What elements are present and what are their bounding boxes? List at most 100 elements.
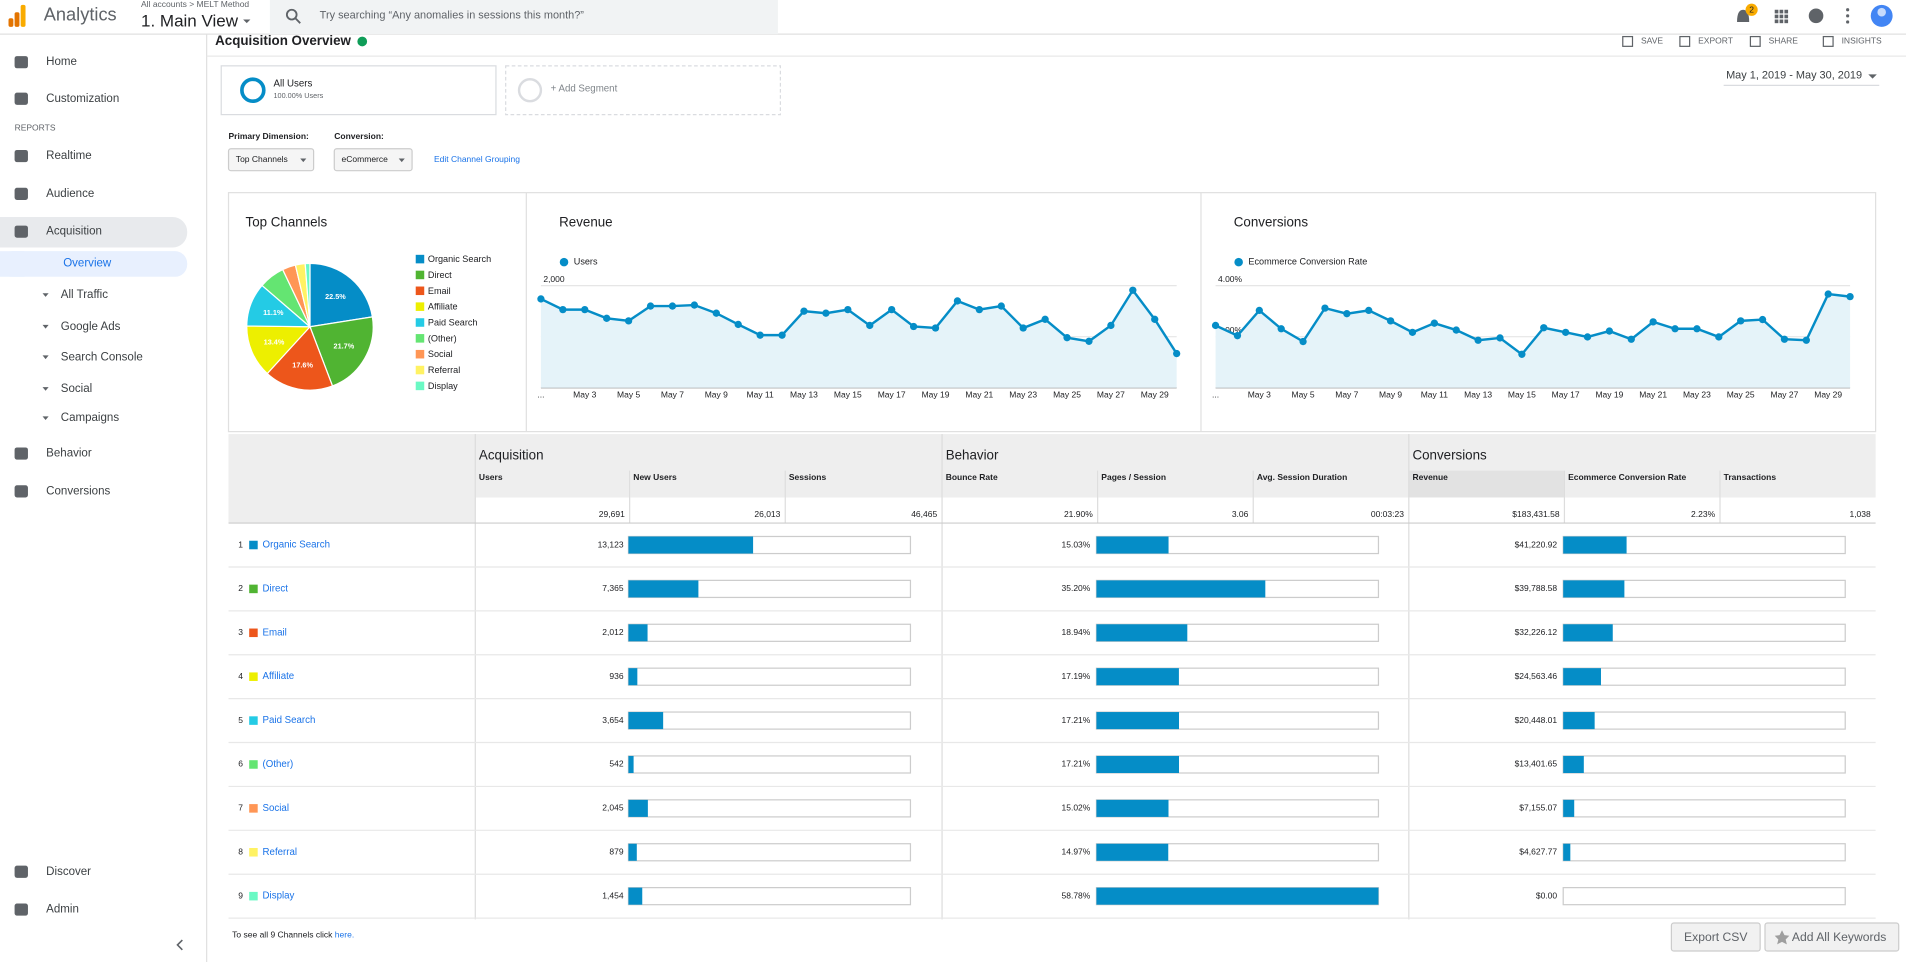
view-selector[interactable]: 1. Main View bbox=[141, 11, 239, 30]
action-button[interactable]: INSIGHTS bbox=[1842, 36, 1882, 46]
channel-link[interactable]: (Other) bbox=[263, 759, 294, 770]
series-point bbox=[1173, 349, 1181, 358]
nav-item[interactable]: Realtime bbox=[46, 150, 91, 162]
series-point bbox=[690, 301, 699, 309]
slice-label: 17.6% bbox=[292, 360, 313, 369]
series-point bbox=[646, 302, 655, 310]
nav-expander bbox=[42, 324, 49, 329]
help-icon[interactable] bbox=[1808, 8, 1824, 24]
channel-link[interactable]: Affiliate bbox=[263, 671, 295, 682]
column-header[interactable] bbox=[1720, 470, 1876, 498]
series-point bbox=[1299, 337, 1307, 346]
legend-label: Referral bbox=[428, 365, 460, 375]
apps-icon[interactable] bbox=[1784, 9, 1789, 14]
nav-subitem[interactable]: All Traffic bbox=[61, 289, 108, 301]
add-segment[interactable]: + Add Segment bbox=[551, 84, 618, 95]
nav-subitem[interactable]: Campaigns bbox=[61, 412, 120, 424]
channel-link[interactable]: Direct bbox=[263, 583, 289, 594]
table-header bbox=[228, 497, 476, 524]
apps-icon[interactable] bbox=[1779, 14, 1784, 19]
legend-swatch bbox=[415, 365, 425, 375]
footer-link[interactable]: here. bbox=[335, 929, 354, 939]
column-header-label: Users bbox=[479, 472, 503, 482]
action-button[interactable]: SAVE bbox=[1641, 36, 1663, 46]
x-tick-label: May 19 bbox=[1595, 389, 1623, 399]
search-box[interactable] bbox=[269, 0, 778, 35]
legend-label: Email bbox=[428, 286, 451, 296]
channel-link[interactable]: Display bbox=[263, 891, 295, 902]
total-value: 1,038 bbox=[1849, 509, 1871, 519]
column-group: Behavior bbox=[946, 448, 999, 463]
nav-item[interactable]: Audience bbox=[46, 188, 94, 200]
apps-icon[interactable] bbox=[1784, 19, 1789, 24]
dropdown-value: eCommerce bbox=[342, 154, 389, 164]
legend-swatch bbox=[415, 270, 425, 280]
column-header[interactable] bbox=[630, 470, 785, 498]
nav-item[interactable]: Home bbox=[46, 56, 77, 68]
series-point bbox=[778, 331, 786, 339]
apps-icon[interactable] bbox=[1774, 19, 1779, 24]
breadcrumb[interactable]: All accounts > MELT Method bbox=[141, 0, 249, 9]
bell-icon[interactable] bbox=[1737, 9, 1750, 22]
edit-link[interactable]: Edit Channel Grouping bbox=[434, 154, 520, 164]
footer-button[interactable] bbox=[1764, 922, 1900, 952]
nav-item[interactable]: Behavior bbox=[46, 448, 92, 460]
series-point bbox=[668, 302, 677, 310]
nav-icon bbox=[14, 225, 28, 238]
pie-slice bbox=[266, 325, 334, 391]
column-header[interactable] bbox=[1409, 470, 1564, 498]
apps-icon[interactable] bbox=[1774, 14, 1779, 19]
series-point bbox=[822, 309, 830, 317]
logo-bar bbox=[8, 18, 14, 27]
total-value: 3.06 bbox=[1232, 509, 1249, 519]
channel-link[interactable]: Referral bbox=[263, 847, 298, 858]
dropdown[interactable] bbox=[227, 148, 315, 172]
action-button[interactable]: SHARE bbox=[1769, 36, 1799, 46]
collapse-button[interactable] bbox=[176, 939, 183, 951]
column-header[interactable] bbox=[785, 470, 942, 498]
channel-link[interactable]: Email bbox=[263, 627, 287, 638]
column-header[interactable] bbox=[942, 470, 1098, 498]
column-header[interactable] bbox=[1253, 470, 1409, 498]
more-icon[interactable] bbox=[1846, 20, 1850, 24]
nav-item[interactable]: Acquisition bbox=[46, 226, 102, 238]
apps-icon[interactable] bbox=[1784, 14, 1789, 19]
channel-link[interactable]: Organic Search bbox=[263, 540, 330, 551]
more-icon[interactable] bbox=[1846, 8, 1850, 12]
nav-item[interactable]: Admin bbox=[46, 904, 79, 916]
star-icon bbox=[1774, 930, 1790, 945]
apps-icon[interactable] bbox=[1779, 9, 1784, 14]
segment-box[interactable] bbox=[220, 65, 497, 116]
column-header[interactable] bbox=[1565, 470, 1720, 498]
channel-link[interactable]: Paid Search bbox=[263, 715, 316, 726]
row-rank: 9 bbox=[238, 890, 243, 900]
add-segment-box[interactable] bbox=[505, 65, 781, 116]
nav-subitem[interactable]: Overview bbox=[63, 257, 112, 269]
series-area bbox=[540, 290, 1177, 388]
verified-icon bbox=[357, 36, 368, 47]
channel-link[interactable]: Social bbox=[263, 803, 289, 814]
nav-subitem[interactable]: Social bbox=[61, 383, 92, 395]
more-icon[interactable] bbox=[1846, 14, 1850, 18]
x-tick-label: May 5 bbox=[617, 389, 640, 399]
column-header[interactable] bbox=[1098, 470, 1253, 498]
nav-icon bbox=[14, 56, 28, 69]
nav-item[interactable]: Customization bbox=[46, 93, 119, 105]
nav-item[interactable]: Discover bbox=[46, 866, 91, 878]
column-header[interactable] bbox=[475, 470, 630, 498]
nav-selected bbox=[0, 251, 188, 277]
footer-button[interactable] bbox=[1670, 922, 1761, 952]
dropdown[interactable] bbox=[333, 148, 413, 172]
row-rank: 1 bbox=[238, 539, 243, 549]
x-tick-label: May 17 bbox=[1552, 389, 1580, 399]
apps-icon[interactable] bbox=[1774, 9, 1779, 14]
legend-label: Paid Search bbox=[428, 318, 478, 328]
action-button[interactable]: EXPORT bbox=[1698, 36, 1733, 46]
date-range[interactable]: May 1, 2019 - May 30, 2019 bbox=[1726, 69, 1862, 81]
nav-item[interactable]: Conversions bbox=[46, 485, 110, 497]
nav-subitem[interactable]: Google Ads bbox=[61, 321, 121, 333]
bar bbox=[1096, 580, 1266, 598]
nav-subitem[interactable]: Search Console bbox=[61, 351, 143, 363]
apps-icon[interactable] bbox=[1779, 19, 1784, 24]
nav-icon bbox=[14, 92, 28, 105]
